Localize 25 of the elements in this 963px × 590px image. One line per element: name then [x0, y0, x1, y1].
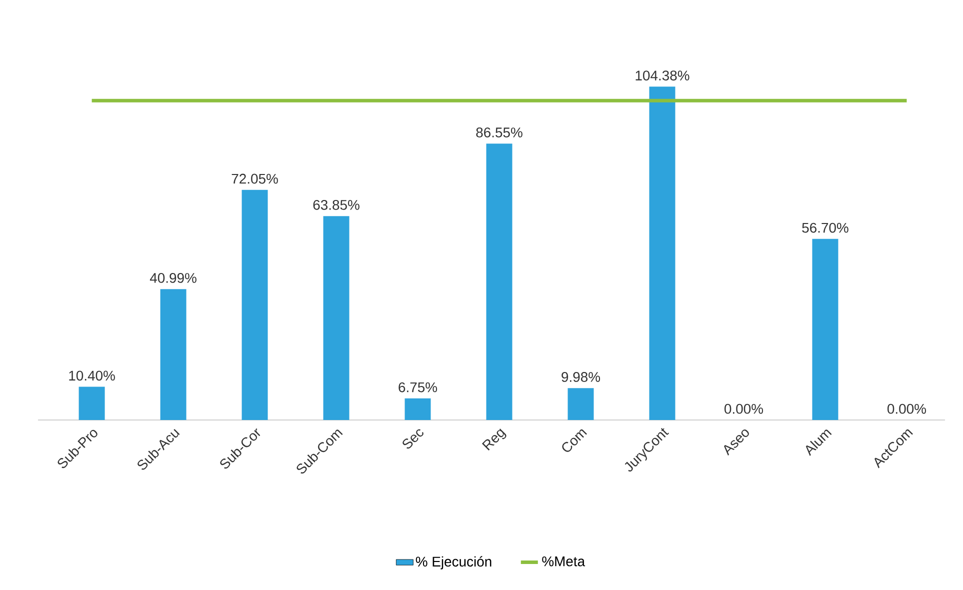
legend-label: %Meta — [542, 556, 586, 566]
data-label: 0.00% — [724, 404, 763, 414]
data-label: 56.70% — [802, 222, 848, 233]
bar — [78, 386, 105, 420]
bar — [812, 238, 838, 420]
bar — [323, 216, 350, 420]
x-tick-label: Sec — [402, 429, 424, 449]
data-label: 10.40% — [69, 370, 115, 381]
x-tick-label: Reg — [482, 428, 506, 450]
legend-label: % Ejecución — [416, 556, 492, 570]
data-label: 63.85% — [313, 200, 360, 210]
x-tick-label: Com — [562, 429, 587, 452]
data-label: 86.55% — [476, 128, 522, 138]
bar — [568, 388, 594, 420]
data-label: 0.00% — [887, 404, 926, 414]
bar — [242, 190, 268, 420]
bar — [649, 86, 676, 420]
data-label: 9.98% — [562, 372, 600, 382]
data-label: 6.75% — [398, 382, 438, 392]
bar — [486, 144, 512, 420]
data-label: 72.05% — [232, 174, 278, 184]
bar — [160, 289, 186, 420]
bar — [404, 398, 431, 420]
data-label: 104.38% — [636, 70, 690, 80]
data-label: 40.99% — [150, 273, 196, 283]
